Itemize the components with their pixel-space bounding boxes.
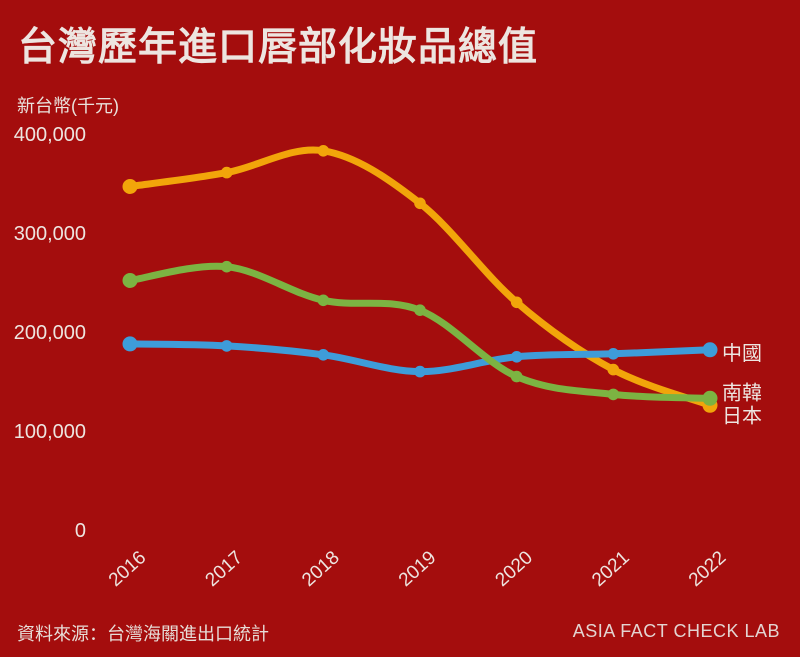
chart-title: 台灣歷年進口唇部化妝品總值	[18, 26, 539, 69]
y-axis-unit-label: 新台幣(千元)	[17, 96, 119, 116]
brand-label: ASIA FACT CHECK LAB	[572, 621, 780, 641]
point-korea-2019	[414, 304, 426, 317]
x-axis-year-label: 2016	[105, 547, 150, 591]
x-axis-year-label: 2022	[685, 547, 730, 591]
point-korea-2022	[702, 390, 718, 406]
point-korea-2018	[317, 294, 330, 307]
point-korea-2021	[607, 388, 620, 401]
point-japan-2020	[510, 296, 523, 309]
point-japan-2021	[607, 363, 620, 376]
point-japan-2018	[317, 145, 330, 157]
point-china-2021	[607, 348, 620, 360]
point-japan-2016	[122, 179, 138, 194]
x-axis-year-label: 2021	[588, 547, 633, 591]
y-axis-tick-label: 100,000	[14, 421, 86, 443]
point-china-2019	[414, 365, 426, 378]
point-china-2020	[510, 351, 523, 363]
x-axis-year-label: 2020	[492, 547, 537, 591]
point-china-2017	[220, 340, 233, 352]
legend-label-japan: 日本	[722, 404, 762, 427]
point-japan-2019	[414, 197, 426, 210]
point-china-2018	[317, 349, 330, 361]
x-axis-year-label: 2018	[298, 547, 343, 591]
source-note: 資料來源：台灣海關進出口統計	[17, 624, 269, 644]
point-korea-2017	[220, 260, 233, 273]
y-axis-tick-label: 200,000	[14, 322, 86, 344]
line-korea	[126, 262, 714, 402]
point-korea-2016	[122, 273, 138, 288]
point-china-2016	[122, 336, 138, 352]
y-axis-tick-label: 300,000	[14, 223, 86, 245]
legend-label-korea: 南韓	[722, 381, 762, 404]
x-axis-year-label: 2017	[202, 547, 247, 591]
legend-label-china: 中國	[722, 342, 762, 365]
y-axis-tick-label: 400,000	[14, 124, 86, 146]
x-axis-year-label: 2019	[395, 547, 440, 591]
y-axis-tick-label: 0	[75, 520, 86, 542]
point-china-2022	[702, 342, 718, 358]
point-korea-2020	[510, 370, 523, 383]
point-japan-2017	[220, 166, 233, 179]
